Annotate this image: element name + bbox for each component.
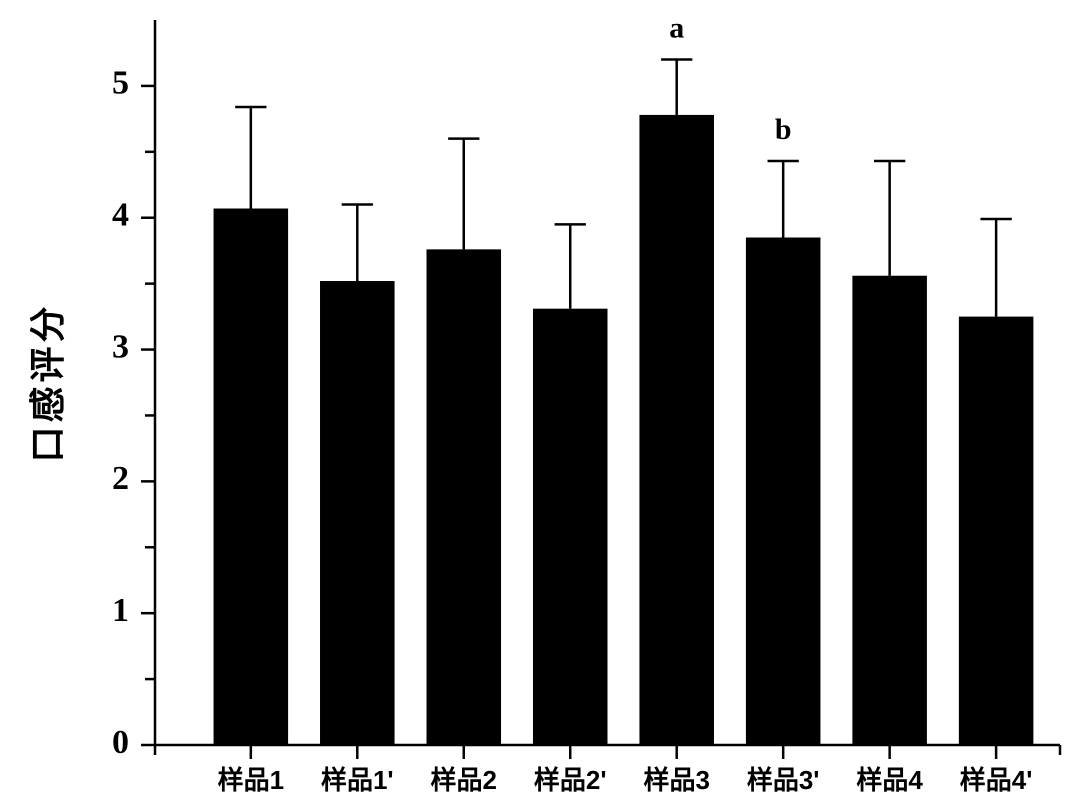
bar (959, 317, 1034, 745)
bar (639, 115, 714, 745)
ytick-label: 5 (112, 65, 129, 102)
xtick-label: 样品1' (321, 765, 394, 795)
xtick-label: 样品1 (218, 765, 284, 795)
bar-annotation: a (669, 12, 684, 45)
bar (214, 209, 289, 746)
bar (427, 249, 502, 745)
ytick-label: 4 (112, 197, 129, 234)
bar-annotation: b (775, 113, 792, 146)
ytick-label: 0 (112, 724, 129, 761)
y-axis-label: 口感评分 (27, 302, 68, 462)
xtick-label: 样品3 (643, 765, 709, 795)
xtick-label: 样品2 (431, 765, 497, 795)
bar (320, 281, 395, 745)
ytick-label: 3 (112, 328, 129, 365)
xtick-label: 样品4' (960, 765, 1033, 795)
chart-svg: 0 1 2 3 4 5 口感评分样品1 样品1' 样品2 样品2' 样品3 样品3' 样品4 样品4' a b (0, 0, 1087, 807)
xtick-label: 样品2' (534, 765, 607, 795)
ytick-label: 2 (112, 460, 129, 497)
bar (533, 309, 608, 745)
bar (852, 276, 927, 745)
ytick-label: 1 (112, 592, 129, 629)
xtick-label: 样品4 (856, 765, 923, 795)
bar-chart: 0 1 2 3 4 5 口感评分样品1 样品1' 样品2 样品2' 样品3 样品3' 样品4 样品4' a b (0, 0, 1087, 807)
bar (746, 238, 821, 746)
xtick-label: 样品3' (747, 765, 820, 795)
